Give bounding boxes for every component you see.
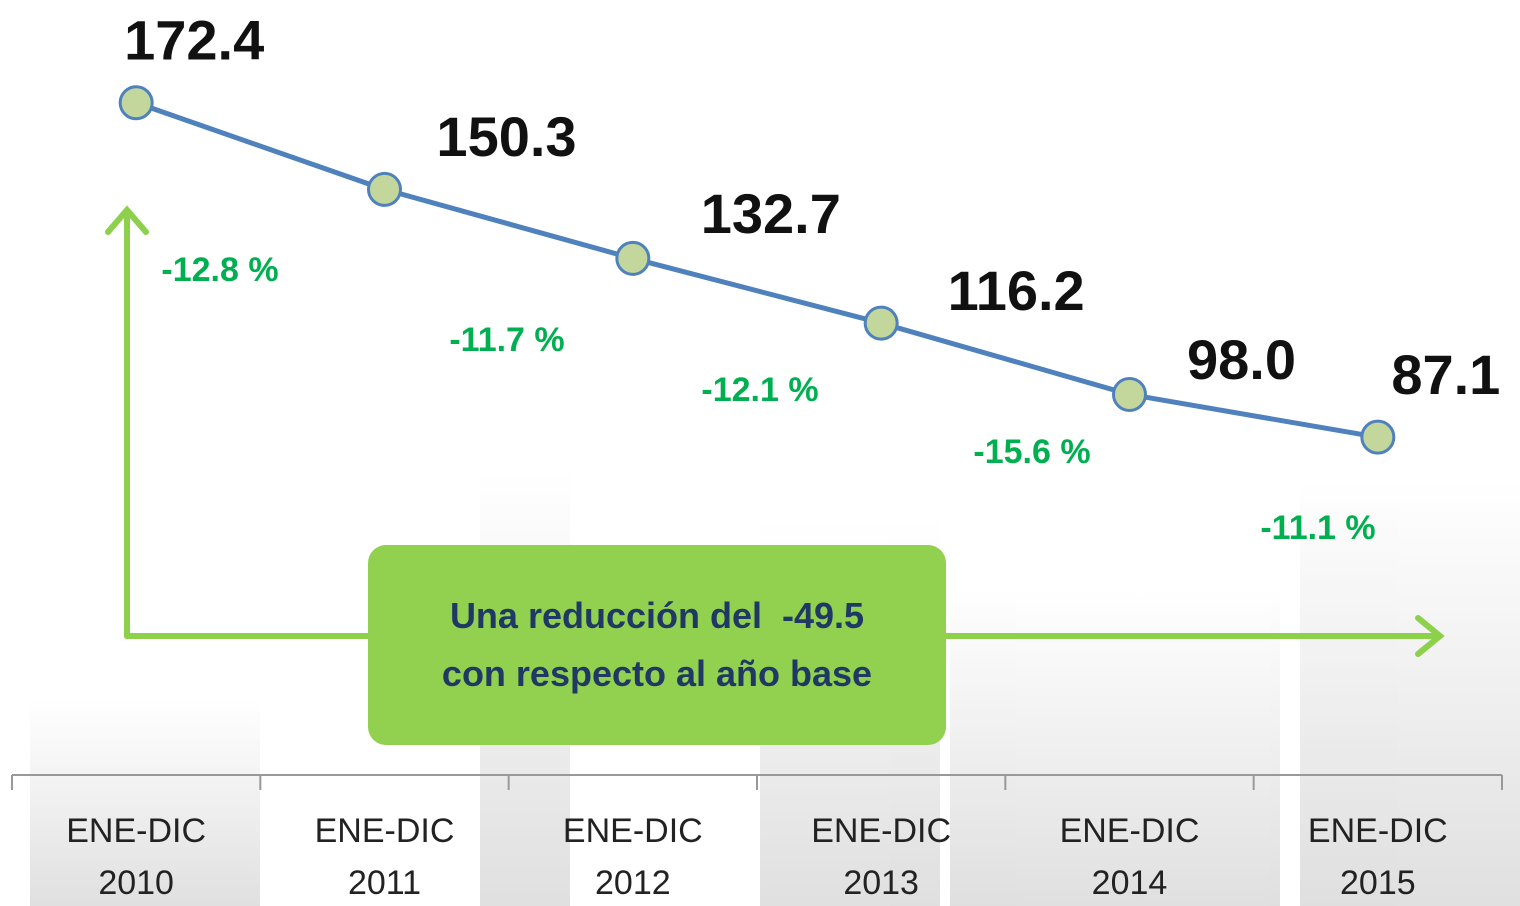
background-city (30, 470, 1520, 906)
x-tick-label: ENE-DIC 2011 (314, 812, 455, 902)
value-label: 150.3 (436, 105, 576, 168)
change-label: -11.1 % (1260, 509, 1375, 547)
x-tick-label: ENE-DIC 2013 (811, 812, 952, 902)
x-tick-label: ENE-DIC 2014 (1059, 812, 1200, 902)
point (863, 305, 899, 341)
callout-line: con respecto al año base (441, 653, 873, 694)
line (135, 100, 1379, 440)
x-tick-label: ENE-DIC 2010 (66, 812, 207, 902)
point (367, 171, 402, 207)
change-label: -11.7 % (449, 321, 564, 359)
x-tick-label: ENE-DIC 2015 (1307, 812, 1448, 902)
point (1112, 376, 1147, 412)
callout: Una reducción del -49.5 con respecto al a… (368, 545, 946, 745)
value-label: 98.0 (1187, 328, 1296, 391)
point (615, 240, 651, 276)
change-label: -12.8 % (161, 251, 278, 289)
change-label: -12.1 % (701, 371, 818, 409)
point (118, 85, 154, 121)
value-label: 172.4 (124, 9, 264, 72)
point (1360, 419, 1396, 455)
change-label: -15.6 % (973, 433, 1090, 471)
callout-line: Una reducción del -49.5 (449, 595, 865, 636)
value-label: 116.2 (948, 259, 1085, 322)
value-label: 87.1 (1391, 343, 1500, 406)
x-tick-label: ENE-DIC 2012 (562, 812, 703, 902)
value-label: 132.7 (701, 182, 841, 245)
